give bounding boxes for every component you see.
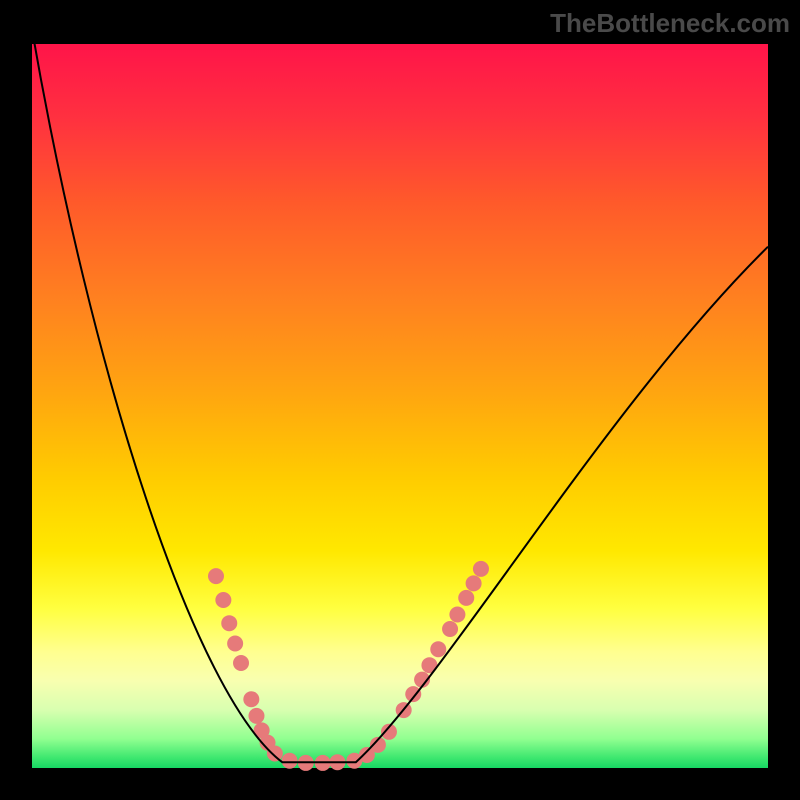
data-marker [215,592,231,608]
chart-container: TheBottleneck.com [0,0,800,800]
data-markers [208,561,489,771]
data-marker [282,753,298,769]
data-marker [473,561,489,577]
data-marker [248,708,264,724]
data-marker [267,746,283,762]
data-marker [405,686,421,702]
data-marker [449,607,465,623]
data-marker [442,621,458,637]
data-marker [221,615,237,631]
watermark-text: TheBottleneck.com [550,8,790,39]
data-marker [233,655,249,671]
plot-area [32,44,768,768]
data-marker [466,575,482,591]
data-marker [430,641,446,657]
data-marker [227,635,243,651]
data-marker [458,590,474,606]
curve-layer [32,44,768,768]
data-marker [243,691,259,707]
data-marker [208,568,224,584]
bottleneck-curve [32,30,768,763]
